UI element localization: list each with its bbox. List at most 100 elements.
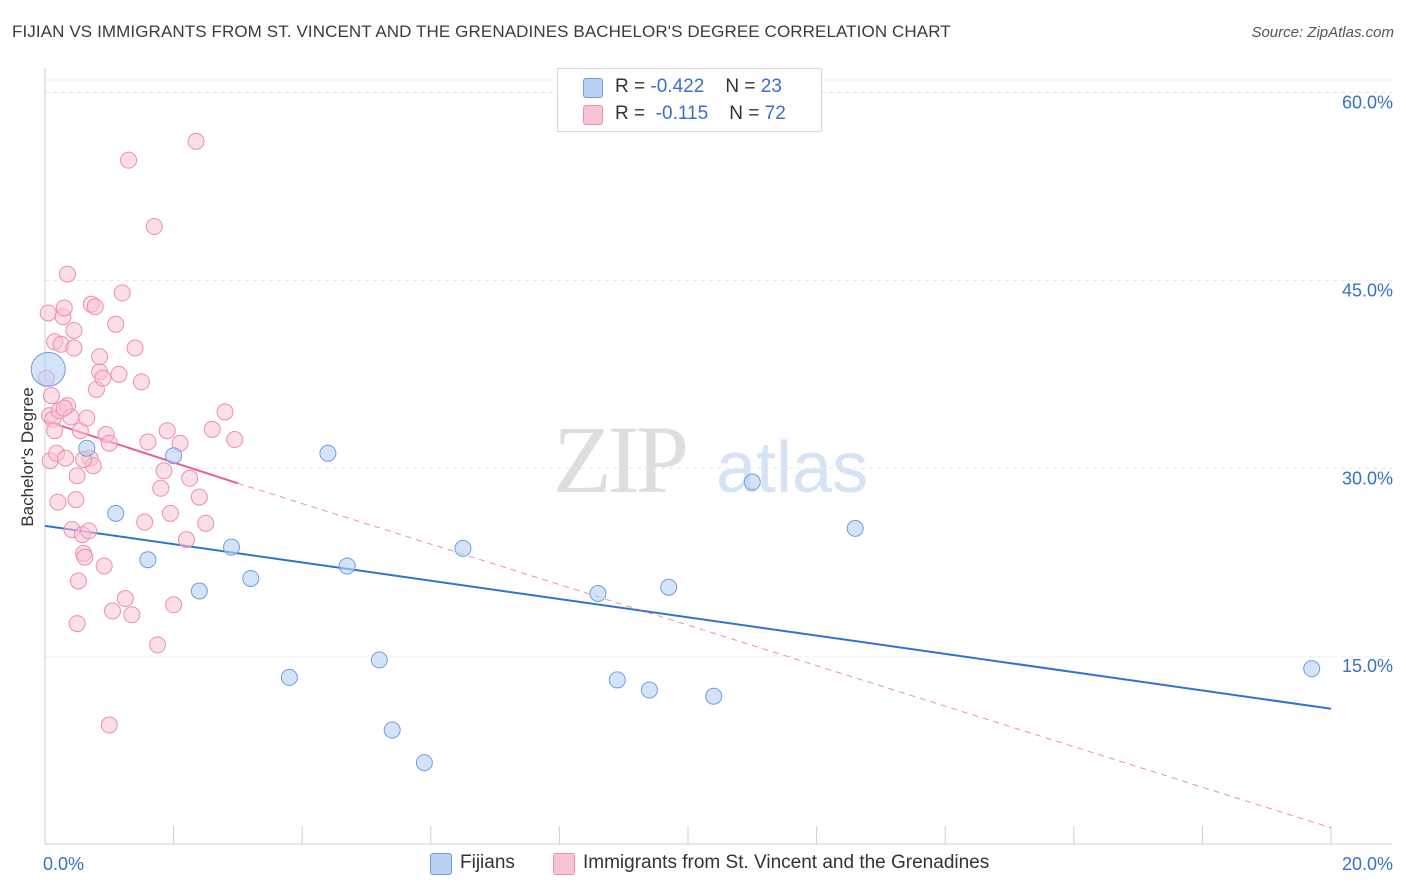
x-tick-label: 0.0%	[43, 854, 84, 874]
data-point-immigrants	[68, 615, 86, 633]
y-tick-label: 15.0%	[1342, 656, 1393, 676]
watermark: ZIP atlas	[553, 406, 868, 513]
data-point-immigrants	[94, 369, 112, 387]
data-point-immigrants	[145, 218, 163, 236]
data-point-immigrants	[136, 513, 154, 531]
data-point-immigrants	[116, 590, 134, 608]
data-point-fijians	[454, 539, 472, 557]
data-point-immigrants	[107, 315, 125, 333]
gridlines	[45, 79, 1392, 657]
data-point-immigrants	[187, 132, 205, 150]
data-point-immigrants	[49, 493, 67, 511]
trendlines	[44, 419, 1332, 829]
tick-labels: 15.0% 30.0% 45.0% 60.0% 0.0% 20.0%	[43, 93, 1393, 874]
data-point-immigrants	[86, 298, 104, 316]
data-point-immigrants	[68, 467, 86, 485]
data-point-fijians	[190, 582, 208, 600]
n-value-fijians: 23	[760, 76, 782, 97]
data-point-fijians	[743, 473, 761, 491]
data-point-immigrants	[69, 572, 87, 590]
data-point-fijians	[705, 687, 723, 705]
legend-swatch-blue	[583, 78, 603, 98]
legend-stats-immigrants: R = -0.115 N = 72	[615, 103, 786, 124]
data-point-immigrants	[158, 422, 176, 440]
data-point-immigrants	[226, 430, 244, 448]
data-point-immigrants	[39, 304, 57, 322]
source-label: Source: ZipAtlas.com	[1251, 24, 1394, 41]
data-point-immigrants	[139, 433, 157, 451]
legend-label-immigrants: Immigrants from St. Vincent and the Gren…	[583, 852, 990, 873]
trendline-immigrants-extended	[237, 482, 1332, 829]
data-point-immigrants	[123, 606, 141, 624]
data-point-immigrants	[197, 514, 215, 532]
x-tick-label: 20.0%	[1342, 854, 1393, 874]
data-point-fijians	[660, 578, 678, 596]
data-point-fijians	[846, 519, 864, 537]
y-axis-label: Bachelor's Degree	[18, 387, 37, 526]
data-point-immigrants	[78, 409, 96, 427]
data-point-immigrants	[104, 602, 122, 620]
data-point-fijians	[165, 447, 183, 465]
data-point-immigrants	[65, 321, 83, 339]
data-point-fijians	[608, 671, 626, 689]
data-point-immigrants	[57, 449, 75, 467]
data-point-immigrants	[65, 339, 83, 357]
data-point-immigrants	[155, 462, 173, 480]
y-tick-label: 60.0%	[1342, 93, 1393, 113]
data-point-fijians	[338, 557, 356, 575]
data-point-immigrants	[113, 284, 131, 302]
data-point-fijians	[415, 754, 433, 772]
legend-stats-fijians: R = -0.422 N = 23	[615, 76, 782, 97]
data-point-immigrants	[190, 488, 208, 506]
data-point-fijians	[640, 681, 658, 699]
data-point-immigrants	[59, 265, 77, 283]
data-point-fijians	[319, 444, 337, 462]
data-point-immigrants	[177, 531, 195, 549]
data-point-immigrants	[95, 557, 113, 575]
data-point-immigrants	[132, 373, 150, 391]
data-point-immigrants	[100, 434, 118, 452]
legend-label-fijians: Fijians	[460, 852, 515, 873]
data-point-fijians	[280, 668, 298, 686]
data-point-immigrants	[100, 716, 118, 734]
data-point-immigrants	[110, 365, 128, 383]
correlation-legend: R = -0.422 N = 23 R = -0.115 N = 72	[557, 68, 822, 132]
data-point-immigrants	[67, 491, 85, 509]
data-points	[30, 132, 1321, 772]
y-tick-label: 30.0%	[1342, 468, 1393, 488]
data-point-immigrants	[165, 596, 183, 614]
data-point-immigrants	[149, 636, 167, 654]
data-point-immigrants	[55, 399, 73, 417]
legend-swatch-pink	[553, 853, 575, 875]
legend-swatch-pink	[583, 105, 603, 125]
data-point-fijians	[1303, 660, 1321, 678]
data-point-immigrants	[203, 420, 221, 438]
data-point-fijians	[139, 551, 157, 569]
data-point-immigrants	[80, 522, 98, 540]
data-point-fijians	[383, 721, 401, 739]
data-point-fijians	[107, 504, 125, 522]
data-point-fijians	[30, 351, 66, 387]
data-point-immigrants	[55, 299, 73, 317]
data-point-immigrants	[181, 469, 199, 487]
chart-title: FIJIAN VS IMMIGRANTS FROM ST. VINCENT AN…	[12, 22, 951, 41]
n-value-immigrants: 72	[764, 103, 786, 124]
data-point-immigrants	[120, 151, 138, 169]
y-tick-label: 45.0%	[1342, 280, 1393, 300]
data-point-immigrants	[161, 504, 179, 522]
r-value-immigrants: -0.115	[655, 103, 709, 124]
legend-swatch-blue	[430, 853, 452, 875]
r-value-fijians: -0.422	[650, 76, 705, 97]
data-point-fijians	[242, 569, 260, 587]
data-point-immigrants	[42, 387, 60, 405]
data-point-immigrants	[91, 348, 109, 366]
data-point-fijians	[222, 538, 240, 556]
data-point-fijians	[589, 585, 607, 603]
data-point-immigrants	[216, 403, 234, 421]
data-point-fijians	[78, 439, 96, 457]
data-point-immigrants	[46, 422, 64, 440]
trendline-fijians	[44, 524, 1332, 710]
data-point-immigrants	[152, 479, 170, 497]
data-point-immigrants	[126, 339, 144, 357]
